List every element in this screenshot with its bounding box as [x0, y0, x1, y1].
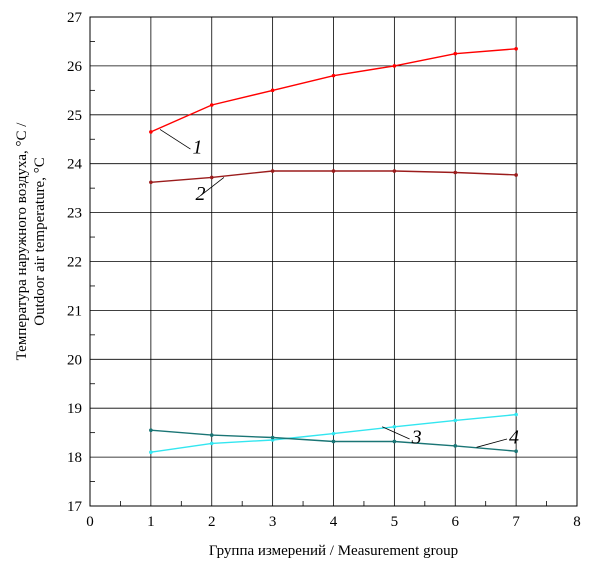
series-group [149, 46, 518, 455]
series-1-point [270, 88, 275, 93]
series-1-point [331, 73, 336, 78]
x-tick-label: 7 [512, 514, 520, 530]
x-tick-label: 8 [573, 514, 581, 530]
series-2-point [270, 169, 275, 173]
series-3-point [392, 424, 397, 429]
y-axis-label-line2: Outdoor air temperature, °C [32, 157, 48, 325]
y-tick-label: 26 [67, 59, 83, 75]
y-axis-label-line1: Температура наружного воздуха, °C / [14, 122, 30, 361]
series-3-point [453, 418, 458, 423]
x-tick-label: 6 [452, 514, 460, 530]
x-axis-label: Группа измерений / Measurement group [209, 543, 458, 559]
x-axis-ticks: 0 1 2 3 4 5 6 7 8 [86, 501, 581, 530]
x-tick-label: 3 [269, 514, 277, 530]
series-label-leader [200, 177, 225, 196]
series-label-leader [159, 129, 191, 150]
y-axis-label: Температура наружного воздуха, °C / Outd… [14, 122, 48, 361]
series-1-point [209, 103, 214, 107]
series-4-point [392, 439, 397, 444]
y-axis-ticks: 17 18 19 20 21 22 23 24 25 26 27 [67, 10, 95, 515]
series-3-point [149, 450, 153, 455]
series-4-point [149, 428, 153, 433]
plot-frame [89, 16, 578, 507]
series-4-point [514, 449, 518, 454]
series-2-point [149, 180, 153, 185]
series-labels: 1 2 3 4 [159, 129, 519, 449]
y-tick-label: 22 [67, 255, 82, 271]
series-3-point [331, 431, 336, 436]
series-3-point [209, 441, 214, 446]
series-label-3: 3 [411, 427, 422, 449]
series-label-leader [476, 438, 508, 448]
series-2-point [209, 175, 214, 180]
y-tick-label: 17 [67, 499, 83, 515]
y-tick-label: 23 [67, 206, 82, 222]
series-label-leader [382, 426, 410, 440]
y-tick-label: 18 [67, 450, 82, 466]
series-2-point [392, 169, 397, 173]
y-tick-label: 24 [67, 157, 83, 173]
series-2-point [331, 169, 336, 173]
grid [90, 17, 577, 506]
series-1-point [392, 64, 397, 68]
series-4-point [209, 433, 214, 437]
series-3-point [514, 412, 518, 417]
series-1-point [514, 46, 518, 51]
series-4-point [331, 439, 336, 444]
series-label-2: 2 [195, 183, 205, 205]
x-tick-label: 0 [86, 514, 94, 530]
series-4-point [270, 435, 275, 440]
y-tick-label: 20 [67, 352, 82, 368]
x-tick-label: 2 [208, 514, 216, 530]
x-tick-label: 4 [330, 514, 338, 530]
series-2-point [453, 170, 458, 175]
series-1-point [149, 130, 153, 134]
y-tick-label: 25 [67, 108, 82, 124]
series-1-point [453, 51, 458, 56]
series-2-point [514, 173, 518, 177]
y-tick-label: 27 [67, 10, 83, 26]
series-label-4: 4 [509, 427, 519, 449]
y-tick-label: 21 [67, 303, 82, 319]
x-tick-label: 1 [147, 514, 155, 530]
x-tick-label: 5 [391, 514, 399, 530]
y-tick-label: 19 [67, 401, 82, 417]
series-label-1: 1 [192, 137, 202, 159]
series-4-point [453, 444, 458, 448]
